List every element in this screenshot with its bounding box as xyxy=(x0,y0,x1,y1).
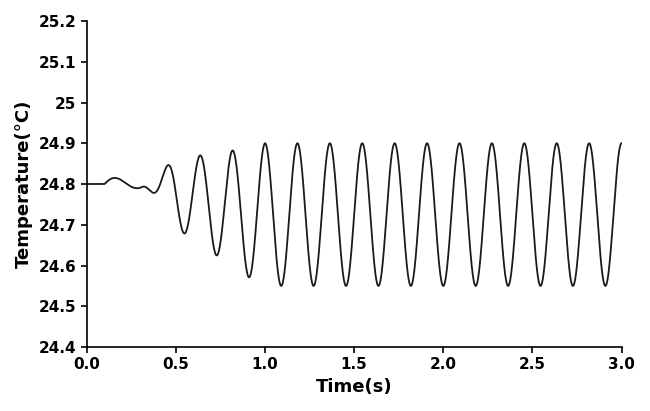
Y-axis label: Temperature(°C): Temperature(°C) xyxy=(15,100,33,268)
X-axis label: Time(s): Time(s) xyxy=(316,378,393,396)
